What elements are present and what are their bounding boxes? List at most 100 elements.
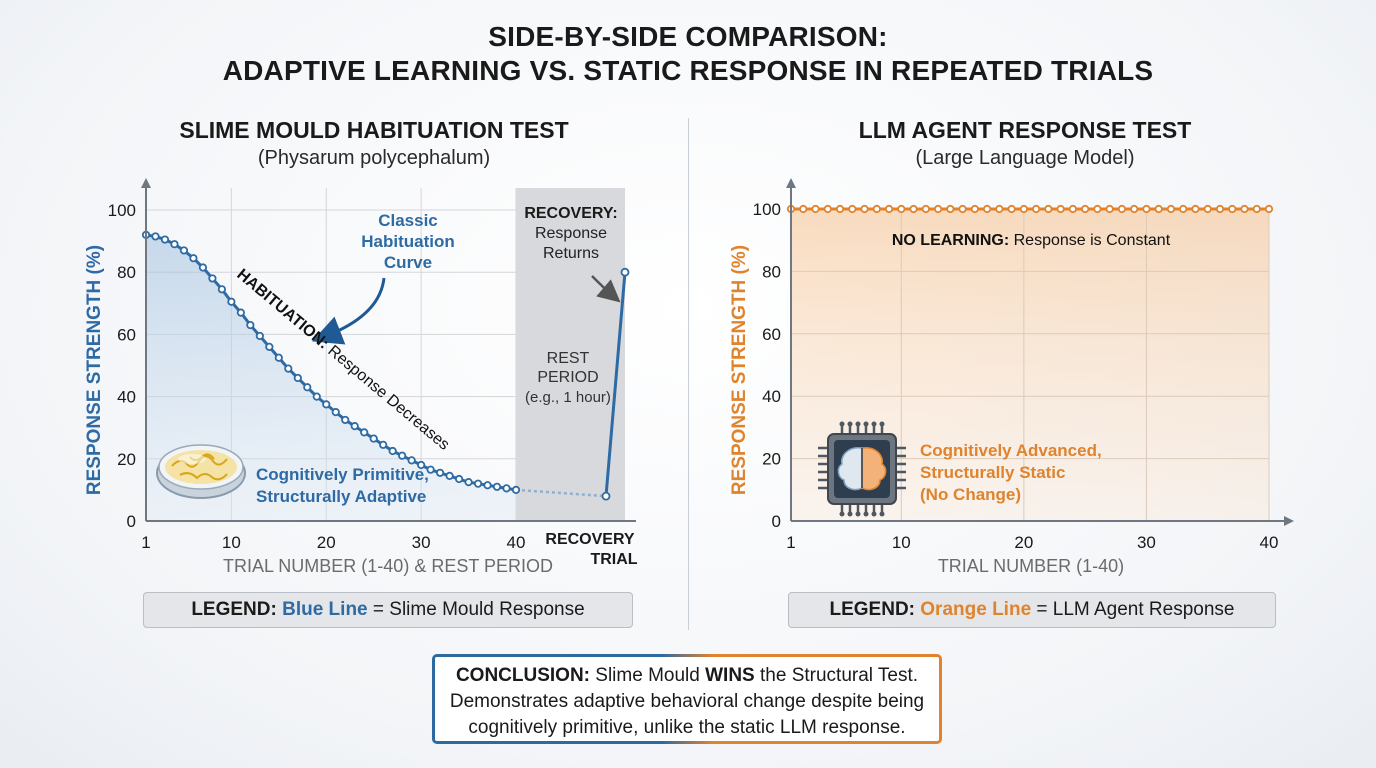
right-y-tick-label: 0	[772, 512, 781, 531]
right-x-tick-label: 20	[1014, 533, 1033, 552]
right-axes	[786, 178, 1294, 526]
left-x-tick-label: 40	[507, 533, 526, 552]
recovery-line	[604, 272, 627, 497]
right-x-tick-label: 10	[892, 533, 911, 552]
slime-point	[436, 468, 445, 477]
slime-point	[331, 408, 340, 417]
llm-point	[835, 204, 845, 214]
llm-agent-chart: LLM AGENT RESPONSE TEST (Large Language …	[729, 117, 1294, 576]
left-y-axis-arrow	[141, 178, 151, 188]
slime-point	[170, 240, 179, 249]
slime-point	[274, 353, 283, 362]
legend-left-suffix: = Slime Mould Response	[367, 599, 585, 620]
left-x-tick-label: 1	[141, 533, 150, 552]
right-x-tick-label: 30	[1137, 533, 1156, 552]
llm-point	[983, 204, 992, 214]
brain-chip-icon	[818, 421, 906, 517]
slime-point	[236, 308, 245, 317]
rest-period-label-2: PERIOD	[537, 369, 598, 386]
slime-point	[312, 392, 321, 401]
llm-point	[1007, 204, 1016, 214]
recovery-label-1: Response	[535, 225, 607, 242]
rest-period-label-1: REST	[547, 350, 590, 367]
left-y-tick-label: 20	[117, 450, 136, 469]
slime-point	[217, 285, 226, 294]
slime-point	[417, 460, 426, 470]
slime-point	[369, 434, 378, 443]
right-y-tick-label: 40	[762, 387, 781, 406]
left-y-tick-label: 40	[117, 388, 136, 407]
llm-point	[1093, 204, 1102, 214]
left-y-tick-label: 0	[127, 512, 136, 531]
slime-point	[284, 364, 293, 373]
right-y-tick-label: 80	[762, 262, 781, 281]
recovery-label-2: Returns	[543, 245, 599, 262]
llm-badge-line-3: (No Change)	[920, 485, 1021, 504]
slime-point	[246, 320, 255, 330]
slime-badge-line-1: Cognitively Primitive,	[256, 465, 429, 484]
right-x-ticks: 1 10 20 30 40	[786, 533, 1278, 552]
llm-point	[958, 204, 967, 214]
slime-point	[151, 232, 160, 241]
left-chart-subtitle: (Physarum polycephalum)	[258, 147, 490, 169]
legend-left: LEGEND: Blue Line = Slime Mould Response	[143, 592, 633, 628]
slime-point	[473, 479, 483, 488]
slime-mould-chart: SLIME MOULD HABITUATION TEST (Physarum p…	[84, 117, 638, 576]
llm-badge-line-2: Structurally Static	[920, 463, 1066, 482]
slime-point	[502, 484, 511, 493]
legend-right-prefix: LEGEND:	[829, 599, 916, 620]
slime-point	[445, 471, 454, 481]
conclusion-text-2: the Structural Test.	[754, 665, 919, 686]
slime-point	[388, 446, 397, 456]
llm-point	[799, 204, 808, 214]
llm-point	[1019, 204, 1028, 214]
slime-point	[483, 481, 492, 490]
llm-point	[1032, 204, 1041, 214]
llm-point	[933, 204, 943, 214]
left-y-tick-label: 60	[117, 325, 136, 344]
llm-point	[1203, 204, 1212, 214]
llm-point	[1215, 204, 1225, 214]
classic-curve-label-2: Habituation	[361, 232, 455, 251]
slime-point	[160, 235, 170, 244]
llm-point	[1240, 204, 1249, 214]
slime-point	[265, 342, 274, 351]
recovery-arrow	[591, 275, 621, 303]
left-x-axis-label: TRIAL NUMBER (1-40) & REST PERIOD	[223, 556, 553, 576]
conclusion-line-3: cognitively primitive, unlike the static…	[468, 717, 906, 738]
conclusion-line-1: CONCLUSION: Slime Mould WINS the Structu…	[435, 663, 939, 689]
slime-point	[379, 440, 388, 449]
rest-end-point	[601, 491, 611, 501]
left-x-tick-label: 30	[412, 533, 431, 552]
left-x-tick-label: 20	[317, 533, 336, 552]
rest-period-shade	[516, 188, 625, 521]
left-y-tick-label: 80	[117, 263, 136, 282]
slime-point	[464, 478, 473, 487]
llm-point	[1179, 204, 1188, 214]
slime-point	[407, 456, 416, 465]
recovery-trial-tick-2: TRIAL	[590, 551, 637, 568]
classic-curve-label-3: Curve	[384, 253, 432, 272]
slime-point	[303, 383, 312, 392]
llm-badge-line-1: Cognitively Advanced,	[920, 441, 1102, 460]
llm-point	[1056, 204, 1065, 214]
right-y-tick-label: 60	[762, 325, 781, 344]
right-x-axis-label: TRIAL NUMBER (1-40)	[938, 556, 1124, 576]
no-learning-annotation: NO LEARNING: Response is Constant	[892, 232, 1171, 249]
conclusion-bold-1: CONCLUSION:	[455, 665, 590, 686]
llm-point	[1130, 204, 1139, 214]
slime-point	[454, 474, 464, 484]
conclusion-text-1: Slime Mould	[590, 665, 706, 686]
slime-mould-line	[145, 233, 517, 492]
llm-point	[1166, 204, 1176, 214]
slime-point	[511, 485, 521, 494]
slime-point	[189, 254, 198, 263]
llm-point	[848, 204, 857, 214]
slime-point	[426, 465, 435, 474]
slime-mould-points	[141, 230, 630, 501]
llm-point	[872, 204, 881, 214]
slime-point	[293, 373, 302, 383]
recovery-label-bold: RECOVERY:	[524, 205, 617, 222]
slime-point	[208, 274, 217, 283]
legend-left-prefix: LEGEND:	[191, 599, 277, 620]
